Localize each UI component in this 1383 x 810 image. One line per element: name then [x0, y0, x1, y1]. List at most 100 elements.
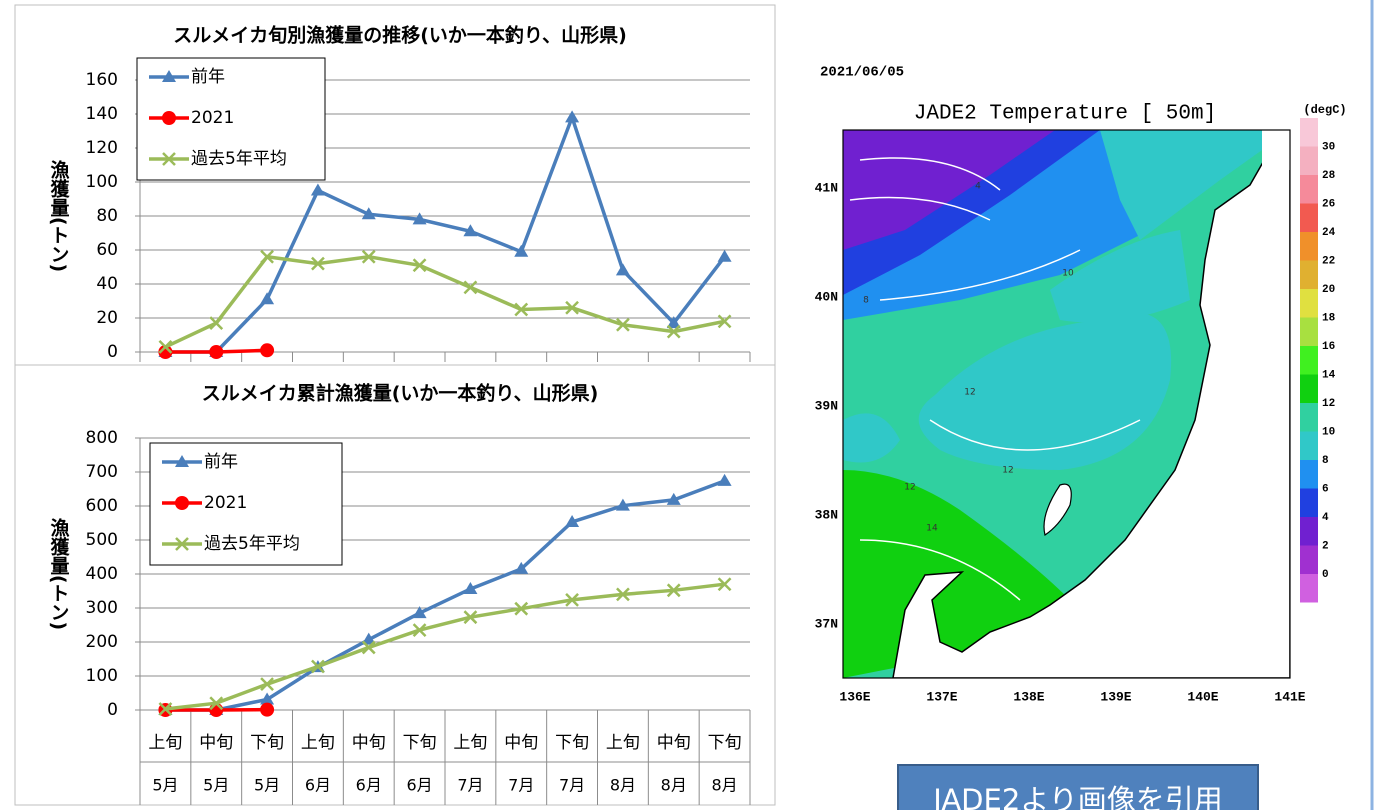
land	[892, 130, 1290, 678]
marker	[260, 292, 275, 305]
contour-label: 8	[863, 296, 869, 306]
colorbar-segment	[1300, 317, 1318, 346]
sea	[918, 312, 1172, 470]
marker	[311, 256, 325, 271]
y-tick-label: 120	[86, 138, 118, 158]
map-frame	[842, 129, 1291, 679]
x-tick-label: 中旬	[657, 733, 691, 753]
colorbar-label: 26	[1322, 198, 1335, 210]
button-label[interactable]: JADE2より画像を引用	[931, 783, 1222, 810]
marker	[310, 183, 325, 196]
marker	[463, 610, 478, 625]
contour-label: 12	[904, 483, 915, 493]
y-axis-label: 漁獲量(トン)	[48, 517, 70, 631]
legend-label: 2021	[191, 108, 234, 128]
marker	[615, 263, 630, 276]
colorbar-label: 2	[1322, 540, 1329, 552]
colorbar-label: 22	[1322, 255, 1335, 267]
x-tick-label: 下旬	[250, 733, 284, 753]
lat-label: 37N	[815, 616, 838, 631]
marker	[260, 692, 275, 705]
y-tick-label: 60	[96, 240, 118, 260]
y-tick-label: 300	[86, 598, 118, 618]
marker	[565, 300, 579, 315]
y-tick-label: 100	[86, 666, 118, 686]
y-tick-label: 0	[107, 342, 118, 362]
marker	[565, 514, 580, 527]
y-tick-label: 80	[96, 206, 118, 226]
island	[1043, 483, 1072, 536]
marker	[717, 577, 732, 592]
marker	[158, 345, 173, 359]
marker	[260, 677, 274, 692]
marker	[162, 111, 176, 125]
marker	[412, 623, 427, 637]
marker	[311, 659, 325, 674]
x-group-label: 7月	[559, 776, 585, 795]
marker	[361, 640, 376, 655]
marker	[666, 324, 681, 339]
colorbar-segment	[1300, 431, 1318, 460]
colorbar-segment	[1300, 403, 1318, 432]
y-tick-label: 160	[86, 70, 118, 90]
colorbar-segment	[1300, 232, 1318, 261]
marker	[412, 212, 427, 225]
marker	[361, 207, 376, 220]
contour-label: 4	[975, 182, 981, 192]
x-tick-label: 中旬	[352, 733, 386, 753]
colorbar-label: 6	[1322, 483, 1329, 495]
legend-label: 前年	[204, 452, 238, 472]
marker	[260, 343, 275, 358]
colorbar-segment	[1300, 175, 1318, 204]
y-tick-label: 500	[86, 530, 118, 550]
y-tick-label: 100	[86, 172, 118, 192]
lat-label: 39N	[815, 398, 838, 413]
contour-label: 10	[1062, 269, 1074, 279]
marker	[514, 601, 529, 616]
colorbar-segment	[1300, 545, 1318, 574]
marker	[209, 696, 224, 711]
sea	[843, 413, 900, 463]
y-tick-label: 40	[96, 274, 118, 294]
x-tick-label: 上旬	[453, 733, 487, 753]
x-tick-label: 中旬	[504, 733, 538, 753]
marker	[175, 496, 189, 510]
y-tick-label: 200	[86, 632, 118, 652]
colorbar-segment	[1300, 574, 1318, 603]
y-axis-label: 漁獲量(トン)	[48, 159, 70, 273]
colorbar-segment	[1300, 488, 1318, 517]
contour-label: 12	[964, 388, 975, 398]
x-group-label: 7月	[508, 776, 534, 795]
colorbar-segment	[1300, 260, 1318, 289]
lon-label: 139E	[1100, 689, 1131, 704]
marker	[162, 70, 176, 82]
colorbar-label: 0	[1322, 569, 1329, 581]
colorbar-segment	[1300, 146, 1318, 175]
x-group-label: 5月	[254, 776, 280, 795]
marker	[615, 498, 630, 511]
button[interactable]	[897, 764, 1259, 810]
marker	[463, 224, 478, 237]
lat-label: 38N	[815, 507, 838, 522]
x-tick-label: 上旬	[301, 733, 335, 753]
x-group-label: 5月	[203, 776, 229, 795]
marker	[412, 606, 427, 619]
contour	[849, 157, 1141, 601]
lon-label: 136E	[839, 689, 870, 704]
y-tick-label: 400	[86, 564, 118, 584]
marker	[463, 280, 478, 295]
marker	[158, 340, 173, 354]
marker	[361, 632, 376, 645]
land	[1262, 130, 1290, 170]
x-group-label: 8月	[610, 776, 636, 795]
marker	[412, 258, 427, 273]
y-tick-label: 700	[86, 462, 118, 482]
colorbar-segment	[1300, 118, 1318, 147]
marker	[463, 581, 478, 594]
lon-label: 137E	[926, 689, 957, 704]
series-line	[165, 479, 726, 712]
marker	[260, 249, 274, 264]
marker	[666, 492, 681, 505]
y-tick-label: 0	[107, 700, 118, 720]
colorbar-segment	[1300, 517, 1318, 546]
